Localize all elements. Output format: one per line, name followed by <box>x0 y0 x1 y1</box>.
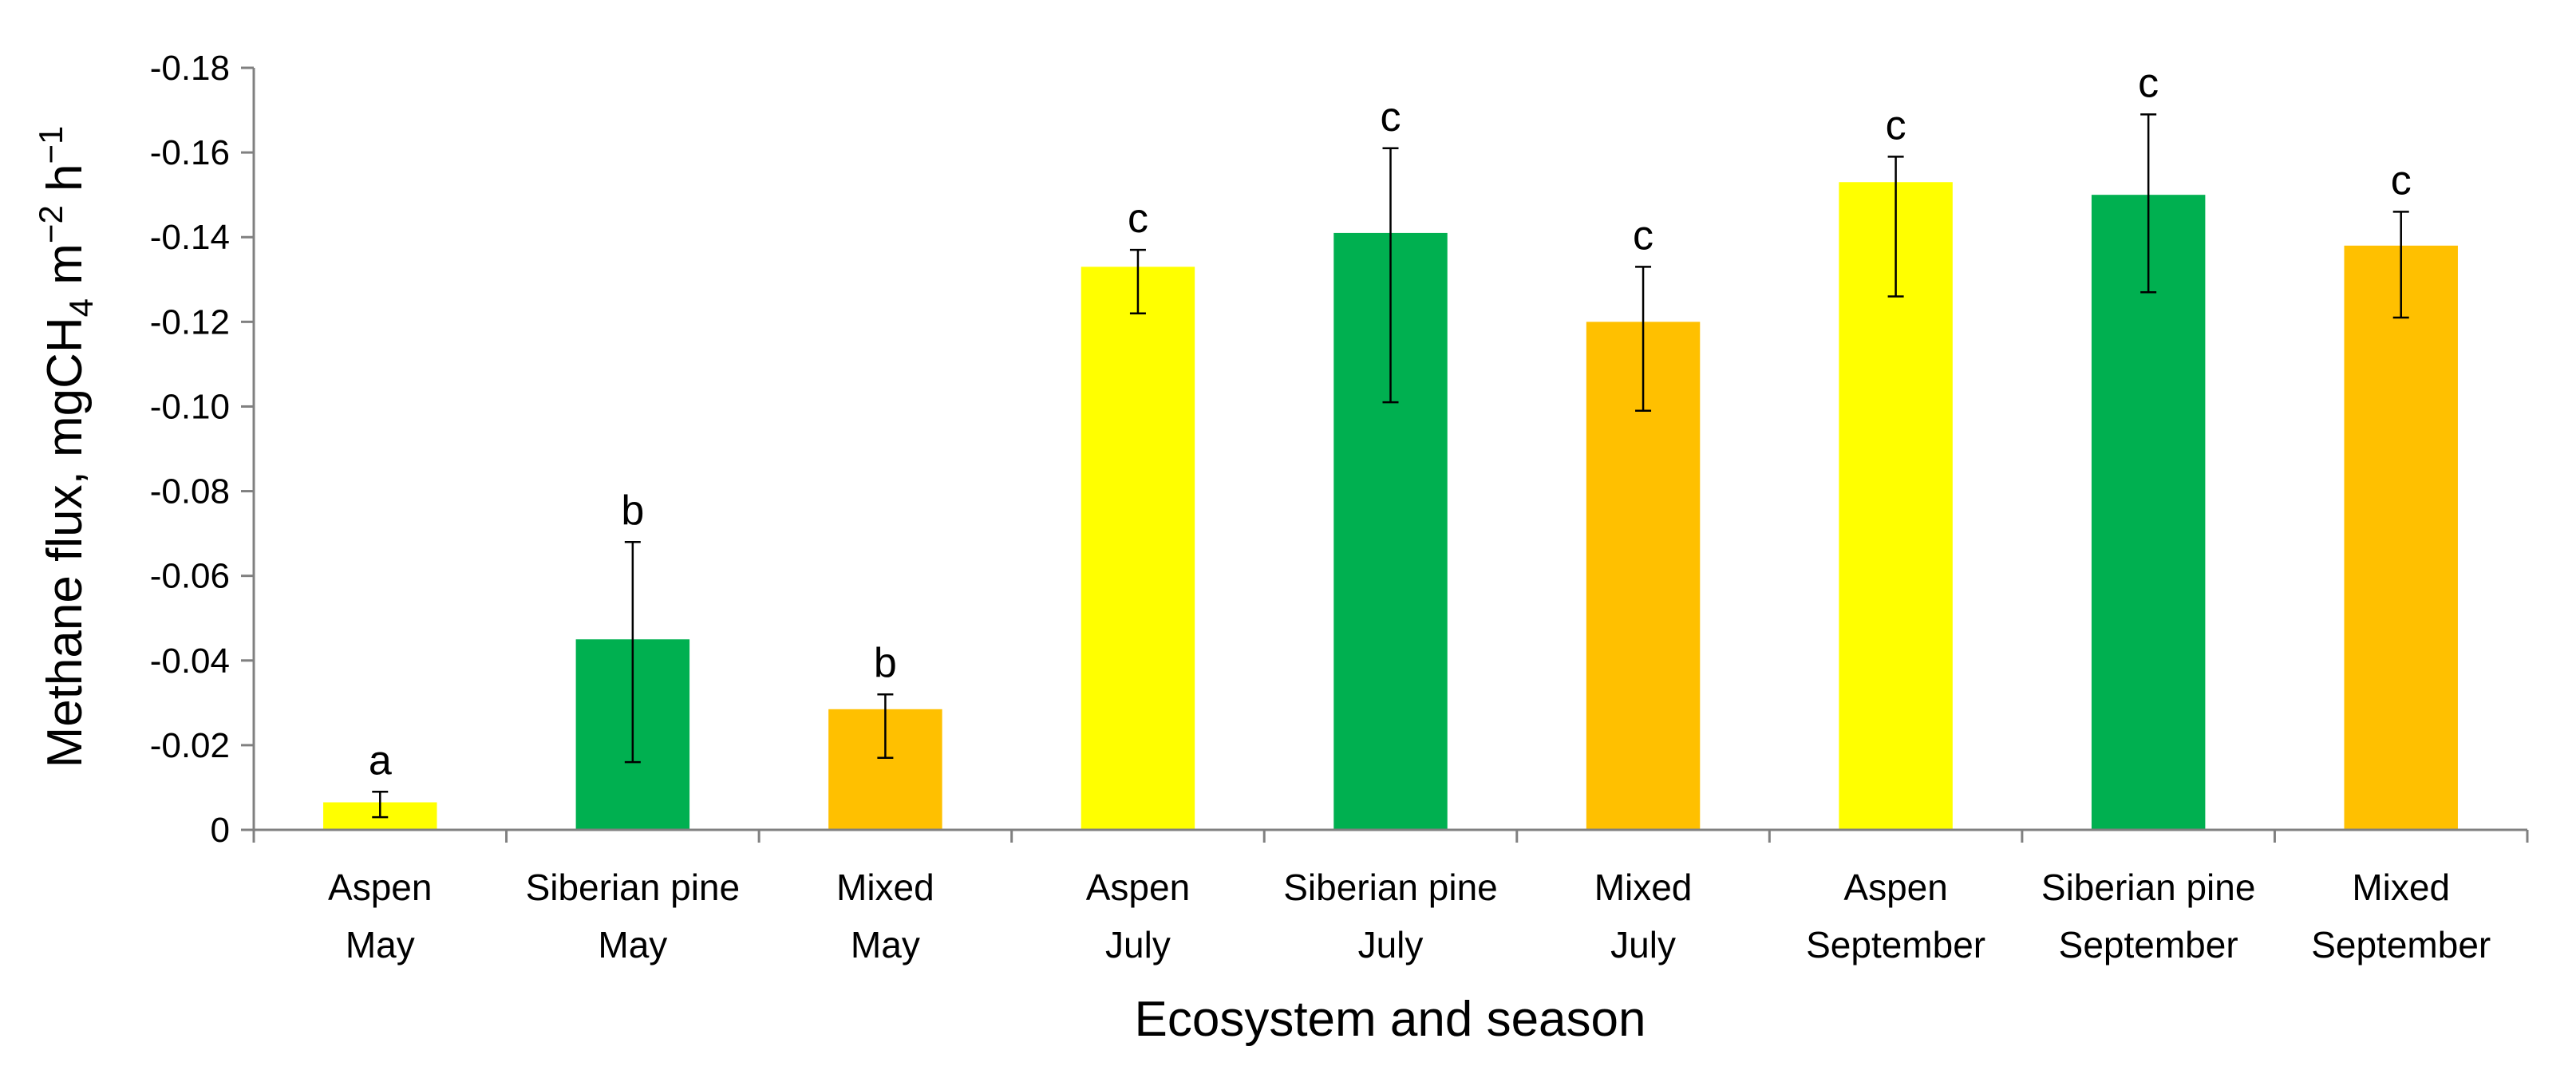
error-bar <box>624 540 641 764</box>
category-ecosystem-label: Mixed <box>836 867 934 908</box>
y-tick-label: -0.14 <box>150 218 230 257</box>
y-tick-label: -0.02 <box>150 726 230 765</box>
category-ecosystem-label: Aspen <box>1086 867 1190 908</box>
y-axis-title-mid: m <box>38 243 93 298</box>
category-ecosystem-label: Aspen <box>328 867 432 908</box>
error-bar <box>877 693 894 760</box>
y-tick-label: 0 <box>211 811 230 850</box>
y-axis-title-sub: 4 <box>62 298 100 317</box>
category-ecosystem-label: Siberian pine <box>526 867 741 908</box>
category-season-label: May <box>598 924 667 965</box>
x-axis-categories: Aspen May Siberian pine May Mixed May Aspen Jul… <box>328 867 2491 965</box>
error-bar <box>1887 156 1904 298</box>
error-bars <box>372 113 2409 819</box>
y-axis-ticks: 0 -0.02 -0.04 -0.06 -0.08 -0.10 -0.12 -0.14 -0.1… <box>150 49 254 850</box>
significance-letter: c <box>1886 102 1906 148</box>
category-ecosystem-label: Aspen <box>1843 867 1947 908</box>
bar-mixed-september <box>2344 245 2458 830</box>
x-axis-title: Ecosystem and season <box>1134 992 1646 1047</box>
category-season-label: September <box>1806 924 1985 965</box>
error-bar <box>1635 266 1652 412</box>
bar-siberian-pine-september <box>2091 195 2206 830</box>
category-season-label: September <box>2311 924 2491 965</box>
category-season-label: May <box>851 924 920 965</box>
significance-letter: c <box>1381 94 1401 140</box>
y-tick-label: -0.16 <box>150 133 230 172</box>
significance-letters: a b b c c c c c c <box>369 60 2412 784</box>
y-tick-label: -0.06 <box>150 557 230 596</box>
y-tick-label: -0.18 <box>150 49 230 88</box>
significance-letter: c <box>1128 195 1148 242</box>
error-bar <box>1382 147 1399 404</box>
significance-letter: c <box>2391 157 2412 203</box>
category-season-label: September <box>2059 924 2238 965</box>
y-axis-title-prefix: Methane flux, mgCH <box>38 317 93 768</box>
y-axis-title: Methane flux, mgCH4 m−2 h−1 <box>32 126 100 768</box>
category-season-label: May <box>346 924 415 965</box>
significance-letter: b <box>874 640 897 686</box>
category-ecosystem-label: Siberian pine <box>2041 867 2256 908</box>
significance-letter: c <box>2138 60 2159 106</box>
category-season-label: July <box>1610 924 1676 965</box>
category-ecosystem-label: Mixed <box>1594 867 1693 908</box>
error-bar <box>2392 211 2409 319</box>
significance-letter: c <box>1633 212 1653 259</box>
error-bar <box>2140 113 2157 294</box>
significance-letter: b <box>621 488 644 534</box>
axes <box>252 68 2529 843</box>
category-ecosystem-label: Mixed <box>2352 867 2450 908</box>
y-tick-label: -0.12 <box>150 302 230 342</box>
error-bar <box>372 791 389 819</box>
y-axis-title-sup1: −2 <box>32 205 69 243</box>
y-tick-label: -0.10 <box>150 387 230 426</box>
bar-aspen-july <box>1081 267 1195 831</box>
y-tick-label: -0.04 <box>150 642 230 681</box>
category-season-label: July <box>1105 924 1171 965</box>
significance-letter: a <box>369 737 392 784</box>
y-tick-label: -0.08 <box>150 472 230 511</box>
error-bar <box>1129 248 1146 314</box>
category-ecosystem-label: Siberian pine <box>1283 867 1498 908</box>
category-season-label: July <box>1358 924 1424 965</box>
y-axis-title-mid2: h <box>38 164 93 205</box>
y-axis-title-sup2: −1 <box>32 126 69 164</box>
